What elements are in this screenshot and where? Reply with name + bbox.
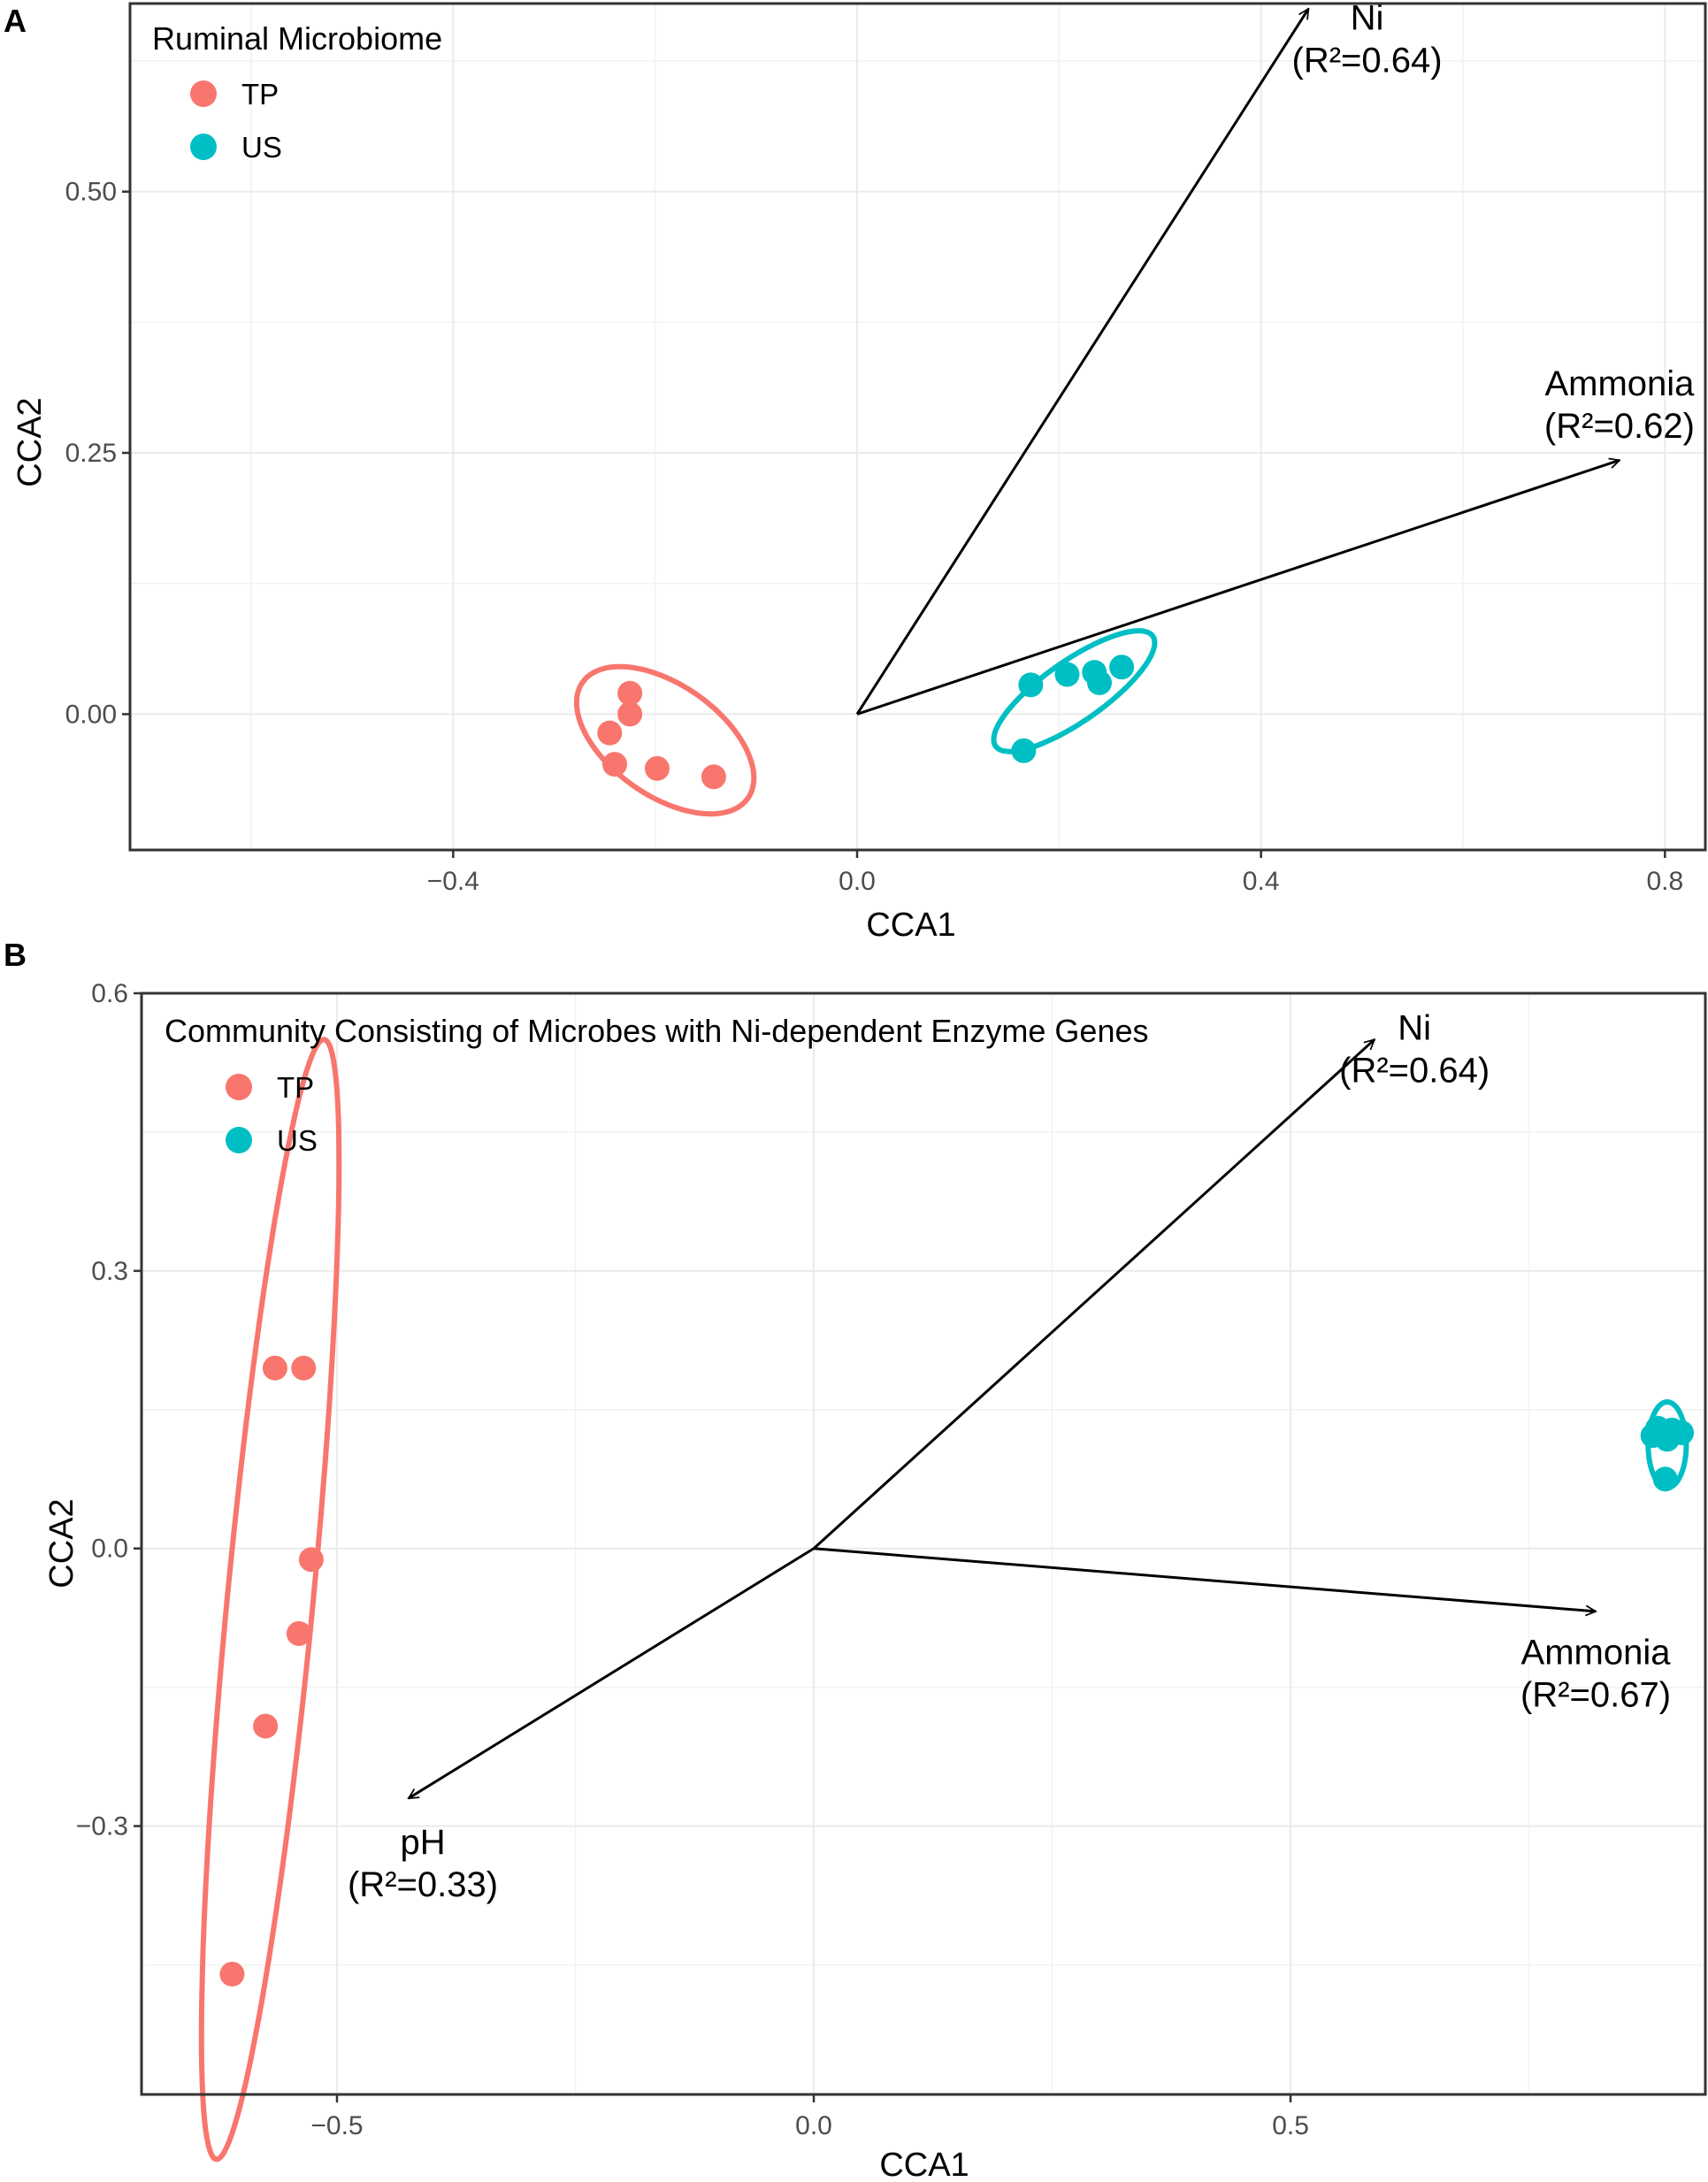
panel-b-y-tick-label: −0.3 bbox=[76, 1812, 128, 1841]
panel-a-vector-ni bbox=[855, 9, 1310, 716]
panel-b-point-us bbox=[1654, 1427, 1680, 1452]
panel-b-vector-label-ph: pH bbox=[400, 1823, 445, 1862]
panel-b-vector-r2-ph: (R²=0.33) bbox=[348, 1865, 498, 1904]
panel-a-point-us bbox=[1087, 670, 1112, 695]
panel-a-x-axis-title: CCA1 bbox=[866, 907, 955, 944]
panel-b-grid bbox=[142, 992, 1705, 2094]
panel-a-ticks: −0.4 0.0 0.4 0.8 0.00 0.25 0.50 bbox=[65, 178, 1684, 896]
panel-b-point-tp bbox=[253, 1713, 279, 1739]
panel-b-legend-label-us: US bbox=[277, 1124, 318, 1157]
panel-a-ellipses bbox=[573, 628, 1158, 817]
panel-a-point-us bbox=[1011, 738, 1037, 763]
panel-a-vectors: Ni (R²=0.64) Ammonia (R²=0.62) bbox=[855, 0, 1695, 716]
panel-b-legend: Community Consisting of Microbes with Ni… bbox=[165, 1013, 1148, 1157]
panel-b-y-tick-label: 0.6 bbox=[91, 979, 128, 1008]
panel-a-point-tp bbox=[597, 720, 623, 746]
panel-a-point-tp bbox=[617, 680, 643, 706]
panel-a-x-tick-label: 0.4 bbox=[1243, 867, 1280, 896]
panel-a-points bbox=[597, 655, 1135, 790]
panel-b-legend-label-tp: TP bbox=[277, 1071, 314, 1104]
panel-b-point-tp bbox=[286, 1620, 311, 1646]
panel-a: Ni (R²=0.64) Ammonia (R²=0.62) −0.4 0.0 0.4 0.… bbox=[11, 0, 1707, 944]
panel-b-ellipse-tp bbox=[198, 1037, 342, 2163]
panel-a-vector-label-ni: Ni bbox=[1351, 0, 1384, 38]
panel-a-vector-r2-ammonia: (R²=0.62) bbox=[1544, 407, 1695, 446]
panel-a-grid bbox=[130, 4, 1705, 850]
panel-letter-a: A bbox=[4, 3, 27, 39]
panel-b-y-axis-title: CCA2 bbox=[43, 1498, 80, 1588]
panel-a-y-tick-label: 0.00 bbox=[65, 700, 117, 729]
panel-b-vectors: Ni (R²=0.64) Ammonia(R²=0.67) pH(R²=0.33) bbox=[348, 1008, 1671, 1904]
panel-b: Ni (R²=0.64) Ammonia(R²=0.67) pH(R²=0.33) −… bbox=[43, 979, 1707, 2182]
panel-a-legend-label-us: US bbox=[241, 131, 282, 164]
panel-b-legend-key-tp bbox=[226, 1074, 252, 1100]
panel-b-ticks: −0.5 0.0 0.5 −0.3 0.0 0.3 0.6 bbox=[76, 979, 1309, 2140]
panel-b-vector-label-ammonia: Ammonia bbox=[1521, 1634, 1672, 1673]
panel-a-legend: Ruminal Microbiome TP US bbox=[152, 20, 442, 164]
panel-b-x-tick-label: −0.5 bbox=[310, 2111, 363, 2140]
panel-b-x-axis-title: CCA1 bbox=[879, 2147, 969, 2182]
panel-b-x-tick-label: 0.0 bbox=[795, 2111, 832, 2140]
panel-a-legend-key-us bbox=[190, 134, 217, 160]
panel-b-legend-title: Community Consisting of Microbes with Ni… bbox=[165, 1013, 1148, 1049]
panel-a-legend-label-tp: TP bbox=[241, 78, 279, 111]
panel-a-point-us bbox=[1109, 655, 1135, 680]
panel-a-point-tp bbox=[701, 764, 726, 790]
panel-a-ellipse-us bbox=[991, 628, 1158, 754]
panel-a-y-tick-label: 0.50 bbox=[65, 178, 117, 207]
panel-b-points bbox=[219, 1355, 1695, 1987]
panel-a-point-tp bbox=[617, 701, 643, 727]
panel-b-frame bbox=[140, 991, 1707, 2096]
panel-b-vector-ni bbox=[813, 1039, 1375, 1550]
panel-a-vector-label-ammonia: Ammonia bbox=[1544, 364, 1695, 403]
panel-a-vector-ammonia bbox=[856, 460, 1620, 716]
panel-a-x-tick-label: 0.0 bbox=[839, 867, 876, 896]
panel-b-vector-r2-ammonia: (R²=0.67) bbox=[1520, 1676, 1671, 1715]
panel-b-y-tick-label: 0.0 bbox=[91, 1535, 128, 1564]
panel-b-point-tp bbox=[291, 1355, 317, 1381]
panel-a-point-tp bbox=[644, 755, 670, 781]
panel-letter-b: B bbox=[4, 937, 27, 973]
panel-a-legend-title: Ruminal Microbiome bbox=[152, 20, 442, 57]
panel-b-vector-label-ni: Ni bbox=[1398, 1008, 1431, 1047]
panel-b-y-tick-label: 0.3 bbox=[91, 1257, 128, 1286]
panel-a-point-us bbox=[1018, 672, 1044, 698]
panel-b-ellipses bbox=[198, 1037, 1689, 2163]
panel-b-point-tp bbox=[219, 1961, 245, 1987]
panel-a-y-axis-title: CCA2 bbox=[11, 397, 49, 486]
panel-a-point-tp bbox=[602, 752, 627, 777]
panel-a-x-tick-label: 0.8 bbox=[1646, 867, 1683, 896]
panel-a-y-tick-label: 0.25 bbox=[65, 439, 117, 468]
panel-b-point-tp bbox=[262, 1355, 287, 1381]
panel-a-vector-r2-ni: (R²=0.64) bbox=[1292, 42, 1443, 80]
panel-a-x-tick-label: −0.4 bbox=[427, 867, 479, 896]
panel-b-x-tick-label: 0.5 bbox=[1272, 2111, 1309, 2140]
panel-a-legend-key-tp bbox=[190, 80, 217, 107]
panel-a-frame bbox=[128, 2, 1707, 852]
panel-b-vector-r2-ni: (R²=0.64) bbox=[1339, 1051, 1490, 1090]
panel-b-point-tp bbox=[298, 1547, 324, 1573]
panel-b-vector-ammonia bbox=[813, 1547, 1596, 1612]
panel-a-point-us bbox=[1054, 662, 1080, 687]
panel-a-ellipse-tp bbox=[573, 663, 757, 817]
panel-b-vector-ph bbox=[409, 1547, 815, 1800]
panel-b-point-us bbox=[1652, 1466, 1678, 1492]
panel-b-legend-key-us bbox=[226, 1127, 252, 1153]
